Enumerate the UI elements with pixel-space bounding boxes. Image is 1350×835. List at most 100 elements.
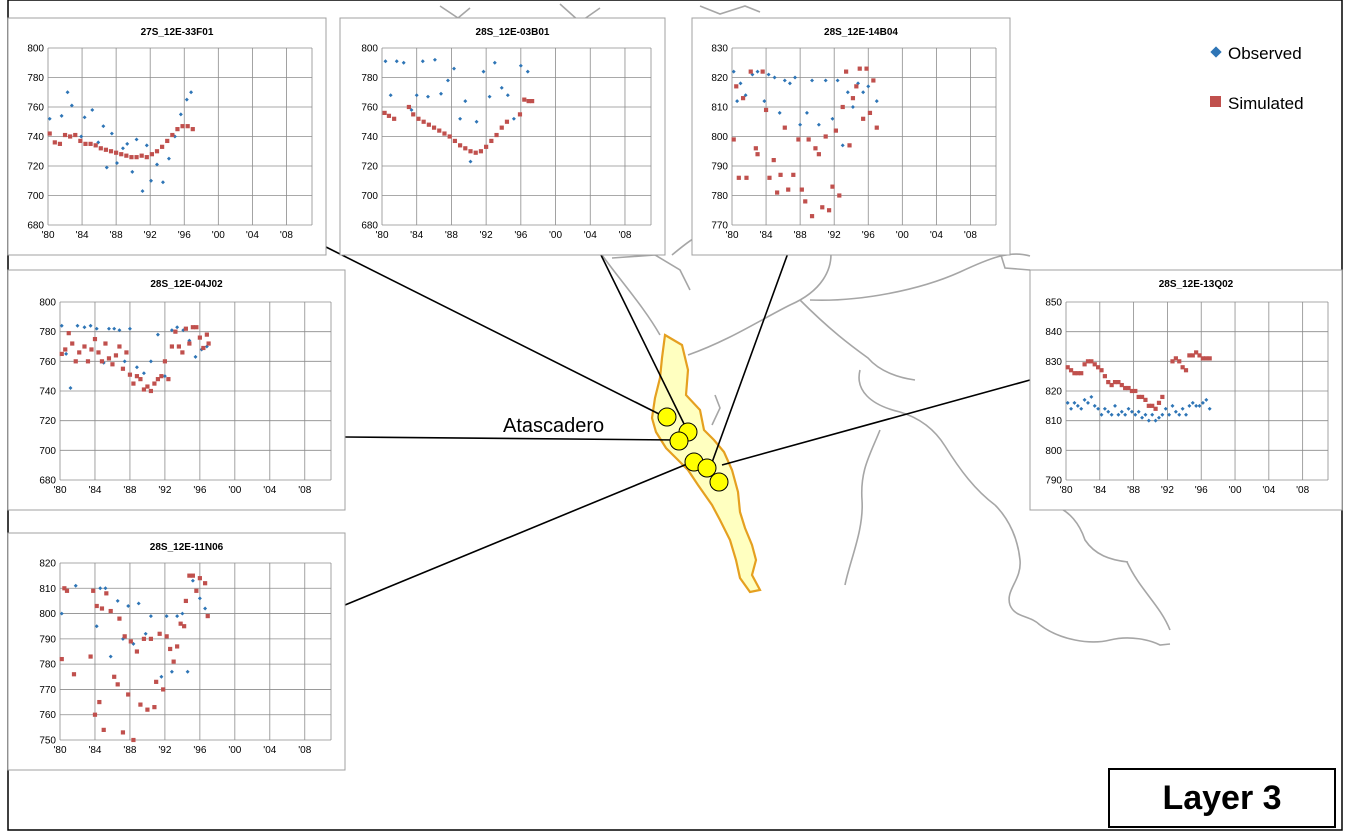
simulated-point xyxy=(126,692,131,697)
leader-line xyxy=(344,461,693,606)
x-tick-label: '96 xyxy=(1195,485,1208,496)
x-tick-label: '92 xyxy=(144,230,157,241)
simulated-point xyxy=(91,588,96,593)
y-tick-label: 800 xyxy=(39,609,56,620)
simulated-point xyxy=(92,336,98,342)
simulated-point xyxy=(183,598,188,604)
simulated-point xyxy=(1139,394,1145,400)
observed-point xyxy=(112,326,117,331)
x-tick-label: '80 xyxy=(41,230,54,241)
observed-point xyxy=(82,115,87,120)
simulated-point xyxy=(1085,359,1091,364)
simulated-point xyxy=(113,353,119,358)
leader-lines xyxy=(321,244,1031,606)
observed-point xyxy=(474,119,479,124)
river-line xyxy=(439,5,471,19)
x-tick-label: '80 xyxy=(53,745,66,756)
x-tick-label: '88 xyxy=(110,230,123,241)
county-line xyxy=(1126,561,1171,631)
simulated-point xyxy=(205,614,210,619)
simulated-point xyxy=(734,84,739,89)
x-tick-label: '00 xyxy=(549,230,562,241)
chart-title: 28S_12E-14B04 xyxy=(824,27,898,38)
layer-label-box: Layer 3 xyxy=(1108,768,1336,828)
observed-point xyxy=(88,323,93,328)
simulated-point xyxy=(1112,380,1118,385)
observed-point xyxy=(90,107,95,112)
x-tick-label: '96 xyxy=(514,230,527,241)
simulated-point xyxy=(406,104,411,110)
simulated-point xyxy=(185,124,190,129)
simulated-point xyxy=(131,737,136,743)
simulated-point xyxy=(162,359,168,364)
simulated-point xyxy=(1109,382,1114,388)
simulated-point xyxy=(108,149,114,154)
simulated-point xyxy=(1197,353,1202,358)
simulated-point xyxy=(530,99,535,104)
simulated-point xyxy=(154,149,160,154)
simulated-point xyxy=(864,66,869,71)
y-tick-label: 830 xyxy=(711,44,728,55)
county-line xyxy=(1039,624,1171,646)
simulated-point xyxy=(108,608,113,614)
simulated-point xyxy=(830,184,835,189)
y-tick-label: 780 xyxy=(361,73,378,84)
x-tick-label: '96 xyxy=(862,230,875,241)
observed-point xyxy=(101,124,106,129)
simulated-point xyxy=(138,377,143,382)
x-tick-label: '08 xyxy=(280,230,293,241)
y-tick-label: 780 xyxy=(39,660,56,671)
y-tick-label: 760 xyxy=(39,357,56,368)
simulated-point xyxy=(1102,374,1107,379)
simulated-point xyxy=(1153,406,1158,411)
x-tick-label: '04 xyxy=(1262,485,1275,496)
simulated-point xyxy=(171,659,176,664)
chart-panel: 28S_12E-13Q02 790 800 810 820 830 840 850 '80 '84… xyxy=(1029,269,1343,511)
simulated-point xyxy=(176,344,181,349)
simulated-point xyxy=(760,69,765,74)
y-tick-label: 750 xyxy=(39,736,56,747)
simulated-point xyxy=(1156,400,1162,405)
simulated-point xyxy=(1099,368,1104,373)
simulated-point xyxy=(1075,371,1080,376)
simulated-point xyxy=(144,155,149,160)
simulated-point xyxy=(129,155,134,160)
simulated-point xyxy=(59,656,64,662)
simulated-point xyxy=(88,141,93,146)
simulated-point xyxy=(154,679,159,684)
simulated-point xyxy=(1177,359,1182,364)
x-tick-label: '08 xyxy=(1296,485,1309,496)
observed-point xyxy=(109,131,114,136)
simulated-point xyxy=(806,137,811,142)
observed-point xyxy=(166,156,171,161)
simulated-point xyxy=(874,125,879,130)
simulated-point xyxy=(117,616,122,621)
x-tick-label: '88 xyxy=(1127,485,1140,496)
observed-point xyxy=(463,99,468,104)
simulated-point xyxy=(763,107,769,113)
simulated-point xyxy=(201,345,206,351)
chart-title: 28S_12E-04J02 xyxy=(150,279,223,290)
x-tick-label: '96 xyxy=(178,230,191,241)
simulated-point xyxy=(106,356,112,361)
y-tick-label: 830 xyxy=(1045,357,1062,368)
simulated-point xyxy=(1123,385,1128,391)
simulated-point xyxy=(431,125,437,130)
y-tick-label: 790 xyxy=(711,162,728,173)
x-tick-label: '92 xyxy=(158,745,171,756)
simulated-point xyxy=(197,576,202,581)
well-marker xyxy=(657,407,677,427)
simulated-point xyxy=(1119,382,1124,388)
x-tick-label: '80 xyxy=(725,230,738,241)
observed-point xyxy=(65,90,70,95)
observed-point xyxy=(169,328,174,333)
simulated-point xyxy=(178,621,183,626)
simulated-point xyxy=(844,69,849,74)
x-tick-label: '08 xyxy=(298,745,311,756)
simulated-point xyxy=(152,705,157,710)
observed-point xyxy=(134,365,139,370)
simulated-point xyxy=(114,150,119,155)
observed-point xyxy=(1069,406,1074,411)
simulated-point xyxy=(1092,362,1097,367)
